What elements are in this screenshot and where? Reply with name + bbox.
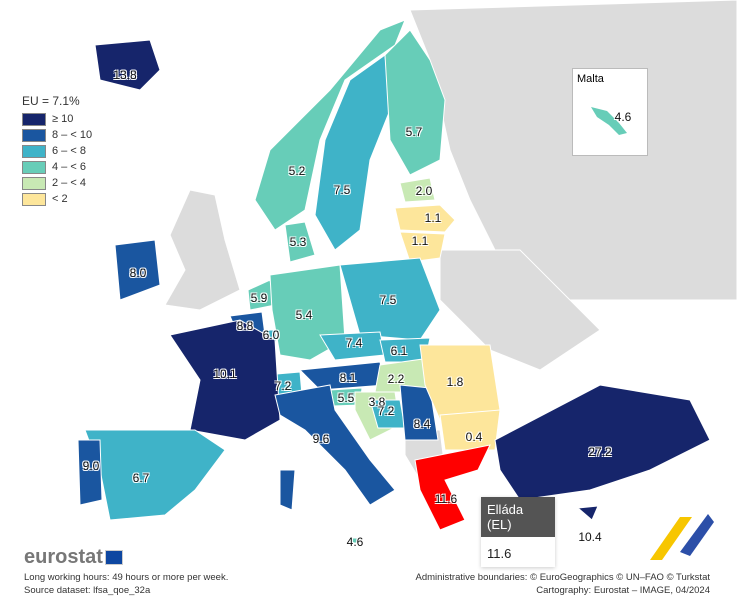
value-label-ee: 2.0 <box>415 184 433 198</box>
value-label-si: 5.5 <box>337 391 355 405</box>
country-es[interactable] <box>84 429 226 521</box>
country-dk[interactable] <box>284 221 316 263</box>
country-se[interactable] <box>314 54 391 251</box>
value-label-pt: 9.0 <box>82 459 100 473</box>
value-label-ch: 7.2 <box>274 379 292 393</box>
value-label-is: 13.8 <box>113 68 137 82</box>
country-ie[interactable] <box>114 239 161 301</box>
malta-value: 4.6 <box>614 110 632 124</box>
malta-title: Malta <box>577 73 604 85</box>
value-label-lu: 6.0 <box>262 328 280 342</box>
country-pl[interactable] <box>339 257 441 341</box>
country-rs[interactable] <box>399 384 439 441</box>
value-label-hu: 2.2 <box>387 372 405 386</box>
country-fr[interactable] <box>169 319 281 441</box>
legend-item: ≥ 10 <box>22 111 92 127</box>
value-label-bg: 0.4 <box>465 430 483 444</box>
eurostat-logo: eurostat <box>24 546 123 569</box>
eurostat-corner-graphic <box>650 514 714 560</box>
value-label-tr: 27.2 <box>588 445 612 459</box>
value-label-sk: 6.1 <box>390 344 408 358</box>
value-label-lv: 1.1 <box>424 211 442 225</box>
value-label-at: 8.1 <box>339 371 357 385</box>
value-label-be: 8.8 <box>236 319 254 333</box>
value-label-el: 11.6 <box>434 492 458 506</box>
country-el[interactable] <box>414 444 491 531</box>
footer-source: Source dataset: lfsa_qoe_32a <box>24 585 151 596</box>
country-bg[interactable] <box>439 409 501 451</box>
value-label-lt: 1.1 <box>411 234 429 248</box>
value-label-it: 9.6 <box>312 432 330 446</box>
value-label-de: 5.4 <box>295 308 313 322</box>
tooltip-value: 11.6 <box>487 546 512 561</box>
tooltip: Elláda (EL) 11.6 <box>481 497 555 567</box>
footer-notes: Long working hours: 49 hours or more per… <box>24 571 228 597</box>
legend-item: 8 – < 10 <box>22 127 92 143</box>
value-label-fi: 5.7 <box>405 125 423 139</box>
legend-swatch <box>22 160 46 174</box>
country-cy[interactable] <box>576 505 599 521</box>
value-label-pl: 7.5 <box>379 293 397 307</box>
legend-swatch <box>22 192 46 206</box>
value-label-no: 5.2 <box>288 164 306 178</box>
country-lv[interactable] <box>394 204 456 233</box>
legend-swatch <box>22 128 46 142</box>
legend-label: 6 – < 8 <box>52 145 86 157</box>
value-label-es: 6.7 <box>132 471 150 485</box>
value-label-ie: 8.0 <box>129 266 147 280</box>
footer-note: Long working hours: 49 hours or more per… <box>24 572 229 583</box>
region-nodata-east <box>439 249 601 371</box>
value-label-ro: 1.8 <box>446 375 464 389</box>
country-fi[interactable] <box>384 29 446 176</box>
country-mt[interactable] <box>351 537 359 544</box>
value-label-cy: 10.4 <box>578 530 602 544</box>
legend: EU = 7.1% ≥ 10 8 – < 10 6 – < 8 4 – < 6 2 – … <box>22 94 92 207</box>
country-ee[interactable] <box>399 177 436 203</box>
value-label-dk: 5.3 <box>289 235 307 249</box>
legend-item: 4 – < 6 <box>22 159 92 175</box>
legend-title: EU = 7.1% <box>22 94 80 108</box>
logo-text: eurostat <box>24 546 103 568</box>
region-nodata-uk <box>164 189 241 311</box>
country-is[interactable] <box>94 39 161 91</box>
country-lt[interactable] <box>399 231 446 263</box>
footer-credits: Administrative boundaries: © EuroGeograp… <box>415 571 710 597</box>
value-label-nl: 5.9 <box>250 291 268 305</box>
legend-label: 2 – < 4 <box>52 177 86 189</box>
legend-swatch <box>22 176 46 190</box>
malta-shape <box>591 107 627 135</box>
footer-cartography: Cartography: Eurostat – IMAGE, 04/2024 <box>536 585 710 596</box>
legend-label: 8 – < 10 <box>52 129 93 141</box>
value-label-se: 7.5 <box>333 183 351 197</box>
value-label-ba: 7.2 <box>377 404 395 418</box>
legend-label: < 2 <box>52 193 68 205</box>
legend-label: ≥ 10 <box>52 113 74 125</box>
tooltip-name: Elláda (EL) <box>481 497 555 537</box>
value-label-rs: 8.4 <box>413 417 431 431</box>
legend-swatch <box>22 112 46 126</box>
footer-boundaries: Administrative boundaries: © EuroGeograp… <box>415 572 710 583</box>
legend-swatch <box>22 144 46 158</box>
legend-label: 4 – < 6 <box>52 161 86 173</box>
value-label-mt: 4.6 <box>346 535 364 549</box>
eu-flag-icon <box>104 550 123 565</box>
country-tr[interactable] <box>494 384 711 501</box>
legend-item: 2 – < 4 <box>22 175 92 191</box>
legend-item: 6 – < 8 <box>22 143 92 159</box>
malta-inset: Malta 4.6 <box>572 68 648 156</box>
legend-item: < 2 <box>22 191 92 207</box>
country-it[interactable] <box>274 384 396 511</box>
value-label-hr: 3.8 <box>368 395 386 409</box>
value-label-cz: 7.4 <box>345 336 363 350</box>
country-pt[interactable] <box>77 439 103 506</box>
value-label-fr: 10.1 <box>213 367 237 381</box>
